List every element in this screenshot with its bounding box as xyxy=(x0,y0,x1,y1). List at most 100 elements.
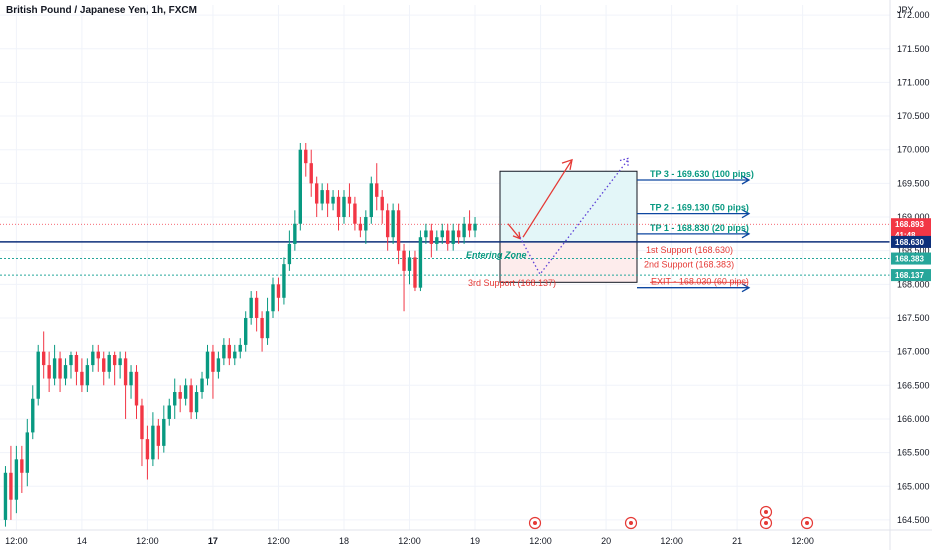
candle[interactable] xyxy=(14,445,19,514)
candle-body xyxy=(52,358,57,379)
candle[interactable] xyxy=(85,358,90,393)
candle[interactable] xyxy=(435,230,439,251)
candle[interactable] xyxy=(140,398,144,467)
candle[interactable] xyxy=(364,210,368,244)
candle[interactable] xyxy=(254,291,259,332)
candle[interactable] xyxy=(31,385,35,440)
candle[interactable] xyxy=(446,223,450,251)
candle[interactable] xyxy=(47,351,51,393)
candle[interactable] xyxy=(80,358,84,393)
candle[interactable] xyxy=(249,291,253,325)
candle[interactable] xyxy=(473,217,477,238)
candle[interactable] xyxy=(396,203,401,265)
candle[interactable] xyxy=(271,277,275,318)
candle[interactable] xyxy=(320,183,324,211)
grid-layer xyxy=(0,5,890,530)
candle[interactable] xyxy=(429,223,434,258)
candle[interactable] xyxy=(52,344,57,386)
candle[interactable] xyxy=(413,250,417,292)
candle[interactable] xyxy=(200,371,204,399)
candle[interactable] xyxy=(151,412,155,467)
candle[interactable] xyxy=(63,358,68,386)
candle[interactable] xyxy=(112,351,117,386)
y-tick-label: 167.500 xyxy=(897,313,930,323)
candle[interactable] xyxy=(375,163,379,211)
candle[interactable] xyxy=(162,405,166,453)
candle[interactable] xyxy=(418,230,423,292)
tp2-label: TP 2 - 169.130 (50 pips) xyxy=(650,203,749,213)
candle[interactable] xyxy=(69,351,73,379)
candle[interactable] xyxy=(276,277,281,312)
candle[interactable] xyxy=(424,223,428,244)
candle[interactable] xyxy=(451,223,455,251)
candle[interactable] xyxy=(156,418,161,460)
candle[interactable] xyxy=(314,176,319,218)
candle[interactable] xyxy=(123,351,128,419)
candle[interactable] xyxy=(96,344,100,372)
candle[interactable] xyxy=(331,190,335,211)
candle[interactable] xyxy=(265,297,270,345)
candle[interactable] xyxy=(134,365,139,419)
candle[interactable] xyxy=(304,142,308,177)
candle-body xyxy=(9,472,13,500)
candle[interactable] xyxy=(205,344,210,386)
candle[interactable] xyxy=(347,183,352,218)
candle[interactable] xyxy=(462,217,466,244)
candle-body xyxy=(385,210,390,238)
candle[interactable] xyxy=(402,243,406,312)
candle[interactable] xyxy=(380,190,384,224)
candle[interactable] xyxy=(282,257,286,305)
candle[interactable] xyxy=(298,142,302,231)
candle[interactable] xyxy=(183,378,188,406)
candle[interactable] xyxy=(309,149,313,197)
candle[interactable] xyxy=(358,217,363,238)
candle[interactable] xyxy=(25,418,29,487)
candle[interactable] xyxy=(369,176,373,224)
candle[interactable] xyxy=(145,425,150,480)
candle[interactable] xyxy=(20,445,24,493)
candle[interactable] xyxy=(74,351,79,386)
y-tick-label: 170.000 xyxy=(897,145,930,155)
candle[interactable] xyxy=(102,351,106,386)
candle[interactable] xyxy=(58,351,62,393)
candle[interactable] xyxy=(407,250,412,285)
candle[interactable] xyxy=(244,311,248,352)
candle[interactable] xyxy=(260,311,264,352)
candle-body xyxy=(227,344,232,359)
candle[interactable] xyxy=(9,445,13,520)
candle[interactable] xyxy=(325,183,330,218)
candle[interactable] xyxy=(353,196,357,231)
candle[interactable] xyxy=(227,338,232,366)
candle[interactable] xyxy=(391,203,395,244)
candle[interactable] xyxy=(194,385,199,419)
candle[interactable] xyxy=(118,351,122,379)
candle[interactable] xyxy=(189,378,193,419)
candle[interactable] xyxy=(222,338,226,366)
candle[interactable] xyxy=(36,344,40,406)
candle[interactable] xyxy=(129,365,133,399)
x-tick-label: 14 xyxy=(77,536,87,546)
candle[interactable] xyxy=(385,203,390,251)
candle[interactable] xyxy=(238,338,242,359)
candle[interactable] xyxy=(173,378,177,419)
candle[interactable] xyxy=(216,351,221,379)
tp3-label: TP 3 - 169.630 (100 pips) xyxy=(650,169,754,179)
candle[interactable] xyxy=(41,331,46,379)
candle[interactable] xyxy=(342,190,346,224)
candle[interactable] xyxy=(467,210,472,238)
candle[interactable] xyxy=(167,398,171,426)
candle[interactable] xyxy=(107,351,111,379)
candle[interactable] xyxy=(456,223,461,244)
candle-layer[interactable] xyxy=(3,142,477,527)
candle[interactable] xyxy=(211,344,215,399)
candle[interactable] xyxy=(287,230,292,271)
candle[interactable] xyxy=(178,385,182,413)
candle[interactable] xyxy=(336,190,341,231)
candle[interactable] xyxy=(293,210,297,251)
candle[interactable] xyxy=(3,466,8,527)
candle[interactable] xyxy=(233,344,237,366)
candle[interactable] xyxy=(91,344,95,372)
candle[interactable] xyxy=(440,223,444,244)
